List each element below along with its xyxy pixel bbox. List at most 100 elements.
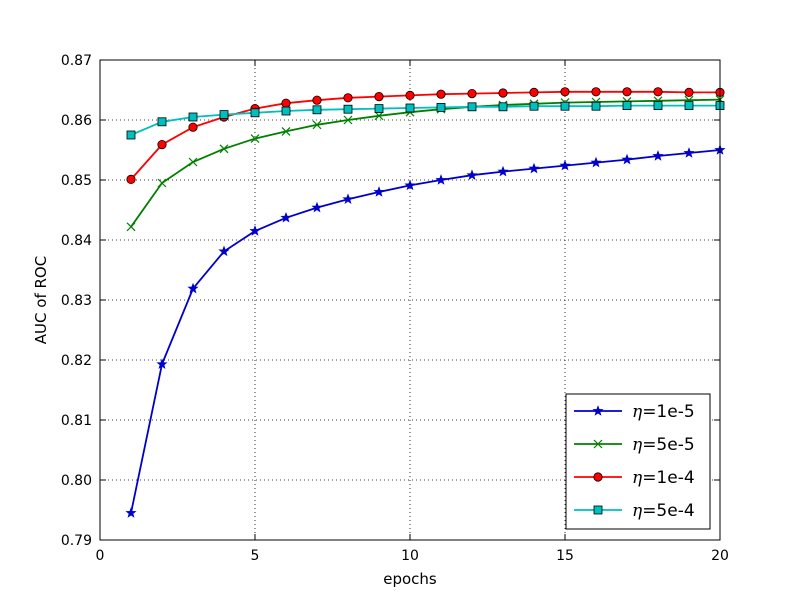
data-point (250, 134, 260, 144)
y-tick-label: 0.79 (61, 533, 92, 549)
series-line (130, 149, 721, 514)
legend-label: η=5e-5 (632, 435, 695, 455)
data-point (374, 111, 384, 121)
data-point (591, 87, 601, 97)
x-tick-label: 0 (96, 548, 105, 564)
y-tick-label: 0.86 (61, 113, 92, 129)
data-point (342, 193, 354, 204)
data-point (373, 186, 385, 197)
marker-stroke (281, 126, 291, 136)
marker-stroke (312, 120, 322, 130)
data-point (157, 178, 167, 188)
data-point (157, 117, 167, 127)
legend-label: η=1e-5 (632, 402, 695, 422)
x-tick-label: 5 (251, 548, 260, 564)
legend-symbol: η (632, 402, 643, 422)
y-tick-label: 0.83 (61, 293, 92, 309)
series-0 (125, 144, 726, 518)
marker-stroke (374, 111, 384, 121)
data-point (684, 87, 694, 98)
data-point (435, 174, 447, 185)
data-point (219, 110, 229, 119)
data-point (683, 147, 695, 158)
data-point (126, 174, 136, 184)
data-point (498, 88, 508, 98)
data-point (652, 150, 664, 161)
data-point (280, 211, 292, 223)
data-point (374, 104, 384, 113)
data-point (436, 89, 446, 99)
legend-marker (592, 405, 604, 416)
data-point (219, 144, 229, 154)
data-point (125, 507, 137, 518)
data-point (559, 159, 571, 171)
data-point (467, 89, 477, 99)
data-point (188, 112, 198, 122)
data-point (188, 157, 198, 167)
data-point (590, 156, 602, 168)
legend-entry-2: η=1e-4 (574, 468, 695, 488)
legend-value: =5e-4 (642, 501, 694, 521)
legend-entry-0: η=1e-5 (574, 402, 695, 422)
data-point (560, 87, 570, 97)
y-tick-label: 0.85 (61, 173, 92, 189)
data-point (529, 101, 539, 111)
data-point (528, 162, 540, 174)
data-point (343, 104, 353, 114)
marker-stroke (343, 115, 353, 125)
data-point (249, 225, 261, 236)
legend: η=1e-5η=5e-5η=1e-4η=5e-4 (565, 393, 711, 530)
legend-value: =1e-5 (642, 402, 694, 422)
legend-marker (593, 505, 603, 515)
x-tick-label: 10 (401, 548, 419, 564)
legend-symbol: η (632, 501, 643, 521)
data-point (622, 101, 632, 110)
data-point (404, 179, 416, 191)
data-point (312, 105, 322, 115)
axis-ticks: 0 5 10 15 20 0.79 0.80 0.81 0.82 0.83 0.84 0.85 0.86… (61, 53, 729, 564)
y-tick-label: 0.87 (61, 53, 92, 69)
data-point (343, 93, 353, 103)
data-point (436, 103, 446, 112)
data-point (343, 115, 353, 125)
legend-box (565, 393, 711, 530)
data-point (374, 92, 384, 102)
data-point (405, 103, 415, 113)
data-point (466, 169, 478, 180)
legend-marker (593, 472, 603, 482)
y-tick-label: 0.84 (61, 233, 92, 249)
data-point (281, 98, 291, 108)
legend-label: η=5e-4 (632, 501, 695, 521)
legend-entry-3: η=5e-4 (574, 501, 695, 521)
series-line (130, 90, 720, 180)
data-point (653, 101, 663, 110)
data-point (281, 106, 291, 116)
data-point (312, 120, 322, 130)
data-point (218, 245, 230, 257)
data-point (126, 222, 136, 232)
series-line (130, 104, 720, 136)
data-point (529, 87, 539, 98)
legend-symbol: η (632, 468, 643, 488)
y-axis-label: AUC of ROC (32, 256, 50, 344)
data-point (188, 122, 198, 132)
legend-label: η=1e-4 (632, 468, 695, 488)
data-point (621, 153, 633, 165)
data-point (156, 358, 168, 369)
data-point (281, 126, 291, 136)
data-point (467, 102, 477, 112)
x-tick-label: 15 (556, 548, 574, 564)
legend-marker (593, 439, 603, 449)
data-point (497, 165, 509, 177)
x-tick-label: 20 (711, 548, 729, 564)
data-point (311, 201, 323, 213)
data-point (157, 140, 167, 150)
x-axis-label: epochs (383, 570, 437, 588)
series-line (130, 98, 721, 228)
data-point (312, 95, 322, 105)
marker-stroke (593, 439, 603, 449)
y-tick-label: 0.82 (61, 353, 92, 369)
data-point (126, 130, 136, 140)
marker-stroke (126, 222, 136, 232)
